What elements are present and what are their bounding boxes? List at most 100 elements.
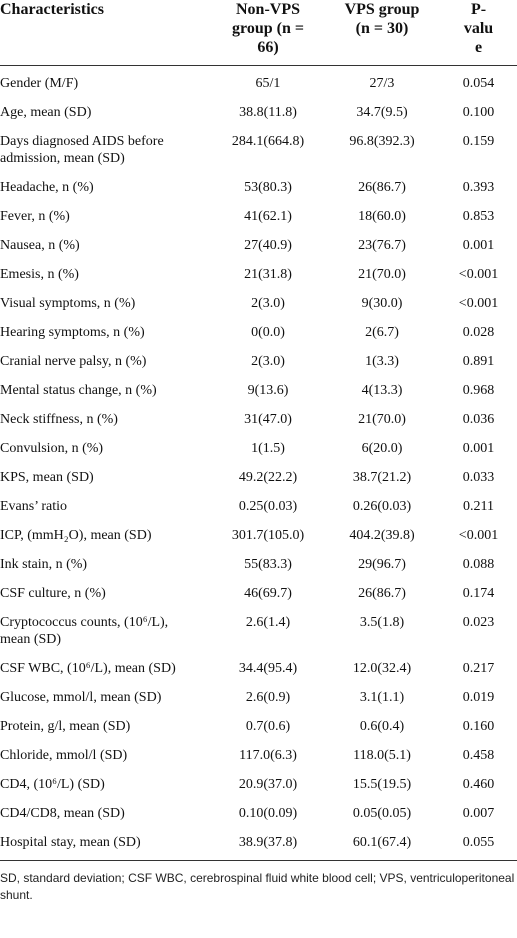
table-row: Hearing symptoms, n (%) 0(0.0) 2(6.7) 0.028	[0, 317, 517, 346]
table-header: Characteristics Non-VPS group (n = 66) V…	[0, 0, 517, 66]
row-label: Gender (M/F)	[0, 76, 79, 91]
cell-value: 0.217	[462, 661, 495, 676]
cell-value: 0.853	[462, 209, 495, 224]
cell-value: 404.2(39.8)	[349, 528, 415, 543]
row-label: Headache, n (%)	[0, 180, 94, 195]
cell-value: 9(13.6)	[247, 383, 289, 398]
cell-value: 60.1(67.4)	[352, 835, 412, 850]
cell-value: 0.160	[462, 719, 495, 734]
cell-value: 3.1(1.1)	[359, 690, 405, 705]
cell-value: 96.8(392.3)	[349, 134, 415, 149]
table-row: Hospital stay, mean (SD) 38.9(37.8) 60.1(6…	[0, 827, 517, 861]
cell-value: 0(0.0)	[251, 325, 285, 340]
table-row: Ink stain, n (%) 55(83.3) 29(96.7) 0.088	[0, 549, 517, 578]
row-label: Days diagnosed AIDS before admission, me…	[0, 134, 164, 166]
row-label: Cranial nerve palsy, n (%)	[0, 354, 147, 369]
cell-value: <0.001	[458, 296, 499, 311]
cell-value: 0.458	[462, 748, 495, 763]
cell-value: 1(1.5)	[251, 441, 285, 456]
cell-value: 12.0(32.4)	[352, 661, 412, 676]
cell-value: 9(30.0)	[361, 296, 403, 311]
cell-value: 53(80.3)	[244, 180, 292, 195]
cell-value: 23(76.7)	[358, 238, 406, 253]
row-label: Emesis, n (%)	[0, 267, 79, 282]
cell-value: 46(69.7)	[244, 586, 292, 601]
header-text: Characteristics	[0, 1, 104, 18]
cell-value: 0.10(0.09)	[238, 806, 298, 821]
cell-value: 0.7(0.6)	[245, 719, 291, 734]
row-label: KPS, mean (SD)	[0, 470, 94, 485]
table-row: Neck stiffness, n (%) 31(47.0) 21(70.0) 0.0…	[0, 404, 517, 433]
row-label: Evans’ ratio	[0, 499, 67, 514]
cell-value: 29(96.7)	[358, 557, 406, 572]
cell-value: 0.25(0.03)	[238, 499, 298, 514]
row-label: Convulsion, n (%)	[0, 441, 104, 456]
cell-value: 6(20.0)	[361, 441, 403, 456]
cell-value: 18(60.0)	[358, 209, 406, 224]
cell-value: 2.6(1.4)	[245, 615, 291, 630]
cell-value: 34.7(9.5)	[356, 105, 408, 120]
table-row: ICP, (mmH₂O), mean (SD) 301.7(105.0) 404.2…	[0, 520, 517, 549]
cell-value: 20.9(37.0)	[238, 777, 298, 792]
cell-value: 0.088	[462, 557, 495, 572]
row-label: Nausea, n (%)	[0, 238, 80, 253]
cell-value: 0.019	[462, 690, 495, 705]
cell-value: 0.211	[463, 499, 494, 514]
cell-value: 0.055	[462, 835, 495, 850]
cell-value: 0.001	[462, 238, 495, 253]
table-row: Evans’ ratio 0.25(0.03) 0.26(0.03) 0.211	[0, 491, 517, 520]
table-row: CSF culture, n (%) 46(69.7) 26(86.7) 0.174	[0, 578, 517, 607]
row-label: Neck stiffness, n (%)	[0, 412, 118, 427]
cell-value: 55(83.3)	[244, 557, 292, 572]
cell-value: 65/1	[255, 76, 281, 91]
cell-value: 38.7(21.2)	[352, 470, 412, 485]
cell-value: 0.036	[462, 412, 495, 427]
row-label: Mental status change, n (%)	[0, 383, 157, 398]
cell-value: 2.6(0.9)	[245, 690, 291, 705]
data-table: Characteristics Non-VPS group (n = 66) V…	[0, 0, 517, 861]
row-label: Cryptococcus counts, (10⁶/L), mean (SD)	[0, 615, 169, 647]
cell-value: 1(3.3)	[365, 354, 399, 369]
header-cell: VPS group (n = 30)	[324, 0, 440, 66]
cell-value: 2(6.7)	[365, 325, 399, 340]
header-text: P-value	[463, 1, 494, 56]
table-row: Age, mean (SD) 38.8(11.8) 34.7(9.5) 0.100	[0, 97, 517, 126]
cell-value: 21(70.0)	[358, 267, 406, 282]
table-row: Cranial nerve palsy, n (%) 2(3.0) 1(3.3) 0.…	[0, 346, 517, 375]
table-row: CSF WBC, (10⁶/L), mean (SD) 34.4(95.4) 12.…	[0, 653, 517, 682]
cell-value: 26(86.7)	[358, 180, 406, 195]
header-cell: Non-VPS group (n = 66)	[212, 0, 324, 66]
table-row: Fever, n (%) 41(62.1) 18(60.0) 0.853	[0, 201, 517, 230]
table-row: Glucose, mmol/l, mean (SD) 2.6(0.9) 3.1(1.…	[0, 682, 517, 711]
cell-value: <0.001	[458, 267, 499, 282]
table-row: Protein, g/l, mean (SD) 0.7(0.6) 0.6(0.4) 0…	[0, 711, 517, 740]
cell-value: 301.7(105.0)	[231, 528, 305, 543]
cell-value: 0.460	[462, 777, 495, 792]
row-label: Visual symptoms, n (%)	[0, 296, 136, 311]
cell-value: 34.4(95.4)	[238, 661, 298, 676]
footnote: SD, standard deviation; CSF WBC, cerebro…	[0, 871, 515, 902]
cell-value: <0.001	[458, 528, 499, 543]
cell-value: 0.26(0.03)	[352, 499, 412, 514]
table-row: Gender (M/F) 65/1 27/3 0.054	[0, 66, 517, 98]
table-row: CD4/CD8, mean (SD) 0.10(0.09) 0.05(0.05) 0.…	[0, 798, 517, 827]
row-label: Glucose, mmol/l, mean (SD)	[0, 690, 162, 705]
row-label: Fever, n (%)	[0, 209, 70, 224]
cell-value: 0.054	[462, 76, 495, 91]
table-row: Emesis, n (%) 21(31.8) 21(70.0) <0.001	[0, 259, 517, 288]
cell-value: 2(3.0)	[251, 296, 285, 311]
header-row: Characteristics Non-VPS group (n = 66) V…	[0, 0, 517, 66]
cell-value: 27(40.9)	[244, 238, 292, 253]
cell-value: 0.05(0.05)	[352, 806, 412, 821]
cell-value: 26(86.7)	[358, 586, 406, 601]
table-row: Visual symptoms, n (%) 2(3.0) 9(30.0) <0.00…	[0, 288, 517, 317]
cell-value: 31(47.0)	[244, 412, 292, 427]
cell-value: 38.9(37.8)	[238, 835, 298, 850]
row-label: CSF WBC, (10⁶/L), mean (SD)	[0, 661, 176, 676]
row-label: CD4, (10⁶/L) (SD)	[0, 777, 105, 792]
cell-value: 0.6(0.4)	[359, 719, 405, 734]
cell-value: 21(31.8)	[244, 267, 292, 282]
cell-value: 284.1(664.8)	[231, 134, 305, 149]
table-row: Mental status change, n (%) 9(13.6) 4(13.3…	[0, 375, 517, 404]
